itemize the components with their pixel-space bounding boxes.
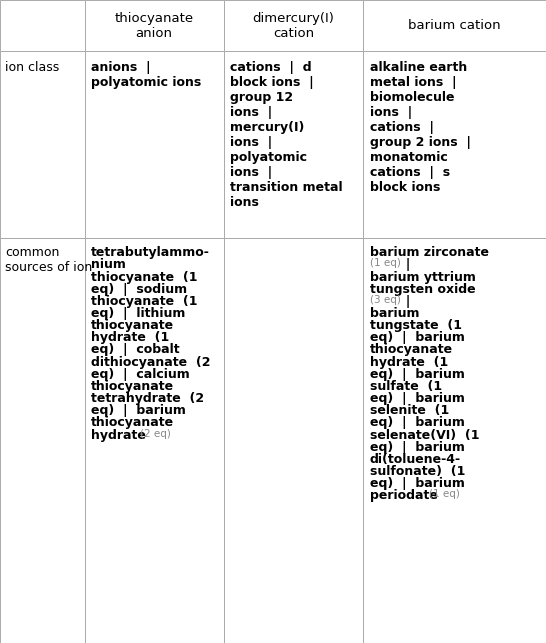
Text: (1 eq): (1 eq) [370,258,401,268]
Text: barium zirconate: barium zirconate [370,246,489,259]
Bar [85,51,224,238]
Text: dimercury(I)
cation: dimercury(I) cation [253,12,334,40]
Text: sulfate  (1: sulfate (1 [370,380,442,393]
Bar [224,238,363,643]
Text: hydrate: hydrate [91,428,155,442]
Text: eq)  |  barium: eq) | barium [370,440,465,454]
Text: tetrabutylammo-: tetrabutylammo- [91,246,210,259]
Text: barium yttrium: barium yttrium [370,271,476,284]
Bar [0,0,85,51]
Text: dithiocyanate  (2: dithiocyanate (2 [91,356,211,368]
Text: selenite  (1: selenite (1 [370,404,449,417]
Text: selenate(VI)  (1: selenate(VI) (1 [370,428,479,442]
Text: nium: nium [91,258,126,271]
Text: thiocyanate: thiocyanate [370,343,453,356]
Text: thiocyanate  (1: thiocyanate (1 [91,271,198,284]
Text: anions  |
polyatomic ions: anions | polyatomic ions [91,61,201,89]
Text: |: | [396,295,410,308]
Text: tungsten oxide: tungsten oxide [370,283,475,296]
Text: hydrate  (1: hydrate (1 [370,356,448,368]
Bar [85,0,224,51]
Text: (2 eq): (2 eq) [140,428,171,439]
Text: thiocyanate: thiocyanate [91,319,174,332]
Bar [0,238,85,643]
Text: sulfonate)  (1: sulfonate) (1 [370,465,465,478]
Text: eq)  |  barium: eq) | barium [370,368,465,381]
Text: eq)  |  barium: eq) | barium [91,404,186,417]
Text: tungstate  (1: tungstate (1 [370,319,461,332]
Bar [363,238,546,643]
Text: (1 eq): (1 eq) [429,489,460,499]
Bar [0,51,85,238]
Text: eq)  |  barium: eq) | barium [370,392,465,405]
Text: eq)  |  barium: eq) | barium [370,417,465,430]
Bar [224,51,363,238]
Text: tetrahydrate  (2: tetrahydrate (2 [91,392,204,405]
Bar [85,238,224,643]
Text: eq)  |  sodium: eq) | sodium [91,283,187,296]
Text: barium cation: barium cation [408,19,501,32]
Text: ion class: ion class [5,61,60,74]
Text: eq)  |  calcium: eq) | calcium [91,368,190,381]
Text: barium: barium [370,307,419,320]
Text: alkaline earth
metal ions  |
biomolecule
ions  |
cations  |
group 2 ions  |
mona: alkaline earth metal ions | biomolecule … [370,61,471,194]
Text: eq)  |  lithium: eq) | lithium [91,307,186,320]
Bar [363,0,546,51]
Bar [224,0,363,51]
Text: periodate: periodate [370,489,446,502]
Text: |: | [396,258,410,271]
Text: thiocyanate: thiocyanate [91,380,174,393]
Text: thiocyanate  (1: thiocyanate (1 [91,295,198,308]
Text: thiocyanate
anion: thiocyanate anion [115,12,194,40]
Text: (3 eq): (3 eq) [370,295,401,305]
Text: hydrate  (1: hydrate (1 [91,331,169,344]
Text: cations  |  d
block ions  |
group 12
ions  |
mercury(I)
ions  |
polyatomic
ions : cations | d block ions | group 12 ions |… [230,61,343,209]
Text: thiocyanate: thiocyanate [91,417,174,430]
Text: eq)  |  barium: eq) | barium [370,477,465,490]
Text: eq)  |  cobalt: eq) | cobalt [91,343,180,356]
Text: common
sources of ion: common sources of ion [5,246,93,275]
Text: di(toluene-4-: di(toluene-4- [370,453,461,466]
Text: eq)  |  barium: eq) | barium [370,331,465,344]
Bar [363,51,546,238]
